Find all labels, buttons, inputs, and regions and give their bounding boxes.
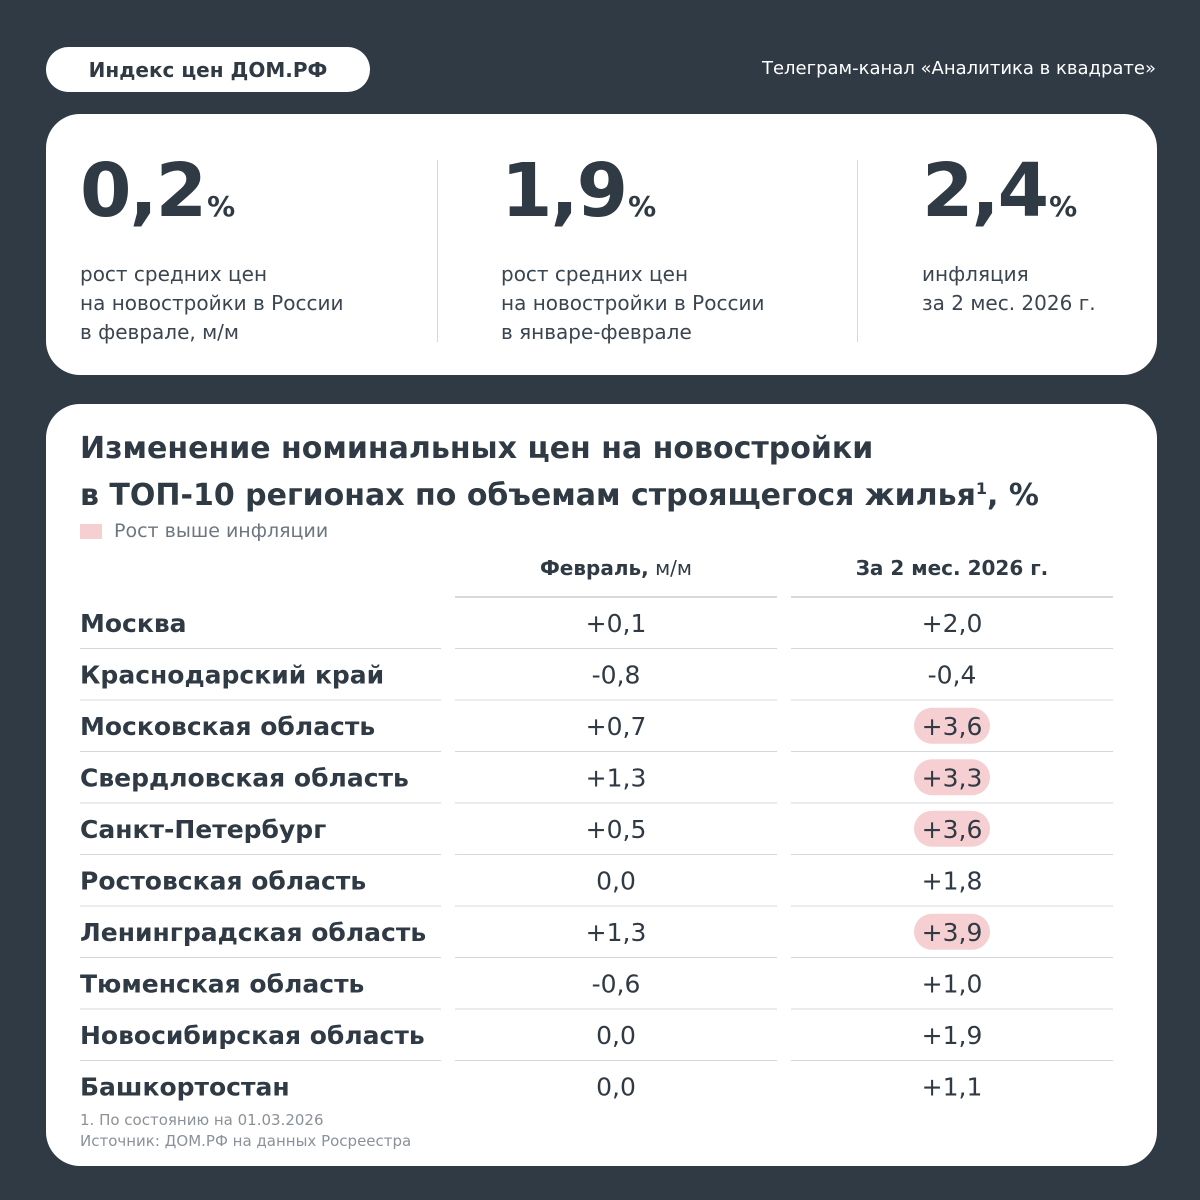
value-feb: +0,5 [586, 815, 647, 844]
column-header-feb-sublabel: м/м [648, 556, 693, 580]
value-two-months: +3,6 [922, 712, 983, 741]
value-feb: -0,8 [592, 660, 641, 689]
table-row: Москва +0,1 +2,0 [80, 609, 1113, 649]
region-name: Ростовская область [80, 866, 366, 895]
chart-title-unit: , % [987, 478, 1039, 513]
value-feb: +1,3 [586, 763, 647, 792]
footnote-date: 1. По состоянию на 01.03.2026 [80, 1111, 324, 1129]
table-row: Тюменская область -0,6 +1,0 [80, 969, 1113, 1010]
stat-inflation: 2,4% инфляция за 2 мес. 2026 г. [922, 154, 1096, 318]
table-row: Московская область +0,7 +3,6 [80, 707, 1113, 752]
stat-divider [857, 160, 858, 342]
table-row: Ростовская область 0,0 +1,8 [80, 866, 1113, 907]
region-name: Краснодарский край [80, 660, 384, 689]
value-feb: -0,6 [592, 969, 641, 998]
stat-description: рост средних цен на новостройки в России… [80, 262, 344, 344]
value-feb: 0,0 [596, 866, 636, 895]
value-feb: 0,0 [596, 1021, 636, 1050]
footnote: 1. По состоянию на 01.03.2026 Источник: … [80, 1110, 411, 1152]
column-header-two-months: За 2 мес. 2026 г. [790, 556, 1114, 580]
value-two-months: +3,3 [922, 763, 983, 792]
table-row: Краснодарский край -0,8 -0,4 [80, 660, 1113, 701]
value-feb: +0,1 [586, 609, 647, 638]
column-header-feb: Февраль, м/м [454, 556, 778, 580]
stat-value: 1,9 [501, 148, 628, 234]
table-row: Новосибирская область 0,0 +1,9 [80, 1021, 1113, 1061]
chart-title-line2: в ТОП-10 регионах по объемам строящегося… [80, 478, 976, 513]
telegram-channel-label: Телеграм-канал «Аналитика в квадрате» [761, 58, 1156, 79]
value-two-months: +1,1 [922, 1072, 983, 1101]
value-two-months: +3,9 [922, 918, 983, 947]
index-badge: Индекс цен ДОМ.РФ [46, 47, 370, 92]
region-name: Новосибирская область [80, 1021, 425, 1050]
region-name: Тюменская область [80, 969, 364, 998]
region-name: Свердловская область [80, 763, 409, 792]
table-row: Свердловская область +1,3 +3,3 [80, 759, 1113, 804]
value-two-months: +1,8 [922, 866, 983, 895]
value-feb: 0,0 [596, 1072, 636, 1101]
legend: Рост выше инфляции [80, 520, 328, 542]
region-name: Башкортостан [80, 1072, 290, 1101]
stat-value: 0,2 [80, 148, 207, 234]
column-header-feb-label: Февраль, [539, 556, 649, 580]
stat-unit: % [207, 190, 236, 223]
table-row: Ленинградская область +1,3 +3,9 [80, 913, 1113, 958]
stat-value: 2,4 [922, 148, 1049, 234]
region-name: Санкт-Петербург [80, 815, 326, 844]
legend-label: Рост выше инфляции [114, 520, 329, 542]
stat-unit: % [628, 190, 657, 223]
region-name: Московская область [80, 712, 375, 741]
region-name: Москва [80, 609, 187, 638]
stat-description: инфляция за 2 мес. 2026 г. [922, 262, 1096, 315]
value-feb: +0,7 [586, 712, 647, 741]
index-badge-label: Индекс цен ДОМ.РФ [88, 57, 328, 82]
region-name: Ленинградская область [80, 918, 426, 947]
table-row: Башкортостан 0,0 +1,1 [80, 1072, 982, 1101]
above-inflation-highlight [914, 707, 990, 744]
stat-description: рост средних цен на новостройки в России… [501, 262, 765, 344]
legend-swatch [80, 523, 102, 539]
above-inflation-highlight [914, 913, 990, 950]
value-two-months: +2,0 [922, 609, 983, 638]
value-two-months: -0,4 [928, 660, 977, 689]
region-table-card: Изменение номинальных цен на новостройки… [46, 404, 1157, 1166]
footnote-source: Источник: ДОМ.РФ на данных Росреестра [80, 1132, 412, 1150]
value-two-months: +3,6 [922, 815, 983, 844]
stat-unit: % [1049, 190, 1078, 223]
stat-janfeb-growth: 1,9% рост средних цен на новостройки в Р… [501, 154, 764, 347]
value-feb: +1,3 [586, 918, 647, 947]
value-two-months: +1,0 [922, 969, 983, 998]
chart-title: Изменение номинальных цен на новостройки… [80, 429, 1039, 516]
above-inflation-highlight [914, 810, 990, 847]
column-header-two-months-label: За 2 мес. 2026 г. [855, 556, 1049, 580]
stat-feb-growth: 0,2% рост средних цен на новостройки в Р… [80, 154, 343, 347]
stats-card: 0,2% рост средних цен на новостройки в Р… [46, 114, 1157, 375]
chart-title-line1: Изменение номинальных цен на новостройки [80, 431, 874, 466]
stat-divider [437, 160, 438, 342]
region-table: Москва +0,1 +2,0 Краснодарский край -0,8 -0,4… [80, 596, 1113, 1101]
value-two-months: +1,9 [922, 1021, 983, 1050]
table-row: Санкт-Петербург +0,5 +3,6 [80, 810, 1113, 855]
chart-title-footnote-mark: 1 [975, 479, 988, 498]
above-inflation-highlight [914, 759, 990, 796]
